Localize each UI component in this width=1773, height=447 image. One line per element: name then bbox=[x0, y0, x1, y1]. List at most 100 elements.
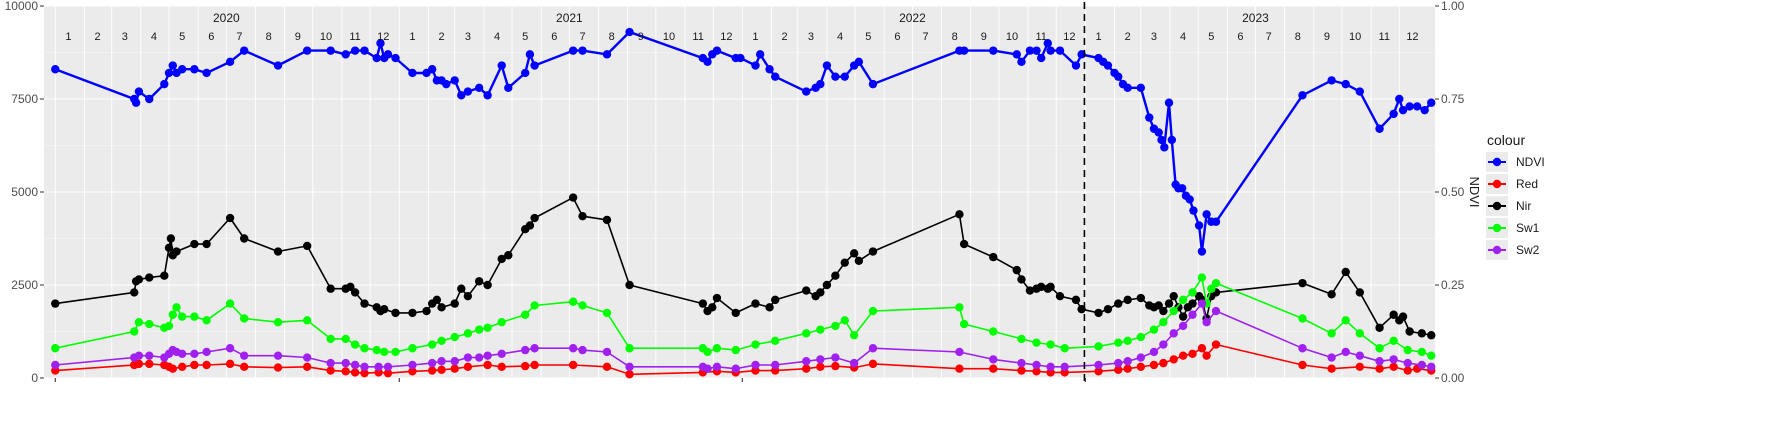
data-point-red bbox=[1355, 362, 1365, 372]
data-point-sw1 bbox=[1136, 332, 1146, 342]
data-point-red bbox=[450, 364, 459, 373]
data-point-red bbox=[831, 361, 840, 371]
month-label: 2 bbox=[1125, 31, 1131, 43]
data-point-red bbox=[145, 359, 154, 369]
data-point-ndvi bbox=[376, 39, 385, 48]
data-point-ndvi bbox=[751, 61, 760, 70]
right-axis-title: NDVI bbox=[1467, 176, 1482, 207]
data-point-sw1 bbox=[1159, 318, 1168, 327]
data-point-sw2 bbox=[751, 360, 760, 370]
year-label: 2023 bbox=[1242, 11, 1269, 25]
data-point-ndvi bbox=[225, 57, 235, 66]
month-label: 2 bbox=[439, 31, 445, 43]
data-point-ndvi bbox=[1123, 83, 1132, 93]
data-point-sw2 bbox=[1123, 357, 1132, 366]
data-point-sw2 bbox=[1178, 321, 1188, 331]
data-point-nir bbox=[422, 306, 431, 316]
data-point-sw2 bbox=[802, 357, 811, 366]
month-label: 11 bbox=[1035, 31, 1046, 43]
data-point-nir bbox=[602, 215, 612, 225]
data-point-sw1 bbox=[989, 327, 998, 336]
data-point-ndvi bbox=[1405, 102, 1414, 111]
data-point-ndvi bbox=[1327, 76, 1336, 85]
month-label: 6 bbox=[208, 31, 214, 43]
right-axis-tick-label: 0.25 bbox=[1441, 278, 1465, 292]
data-point-ndvi bbox=[625, 27, 634, 37]
data-point-sw2 bbox=[225, 344, 235, 353]
data-point-red bbox=[427, 366, 437, 375]
month-label: 9 bbox=[295, 31, 301, 43]
data-point-nir bbox=[1427, 331, 1436, 340]
data-point-sw2 bbox=[483, 351, 492, 360]
data-point-sw1 bbox=[360, 344, 369, 353]
data-point-ndvi bbox=[854, 57, 864, 66]
legend-key-point bbox=[1492, 223, 1502, 233]
data-point-ndvi bbox=[360, 46, 369, 55]
data-point-ndvi bbox=[202, 68, 211, 78]
data-point-sw1 bbox=[751, 340, 760, 349]
data-point-nir bbox=[1103, 304, 1113, 314]
data-point-nir bbox=[160, 271, 169, 280]
legend: colour NDVI Red Nir Sw1 Sw2 bbox=[1486, 132, 1545, 260]
data-point-nir bbox=[1164, 299, 1174, 308]
data-point-nir bbox=[765, 303, 774, 312]
data-point-sw1 bbox=[273, 318, 283, 327]
data-point-sw1 bbox=[1017, 334, 1026, 344]
data-point-sw1 bbox=[427, 340, 437, 349]
data-point-sw1 bbox=[1060, 344, 1069, 353]
data-point-sw1 bbox=[1188, 288, 1197, 297]
month-label: 3 bbox=[808, 31, 814, 43]
data-point-sw1 bbox=[145, 319, 154, 329]
data-point-red bbox=[530, 360, 539, 370]
data-point-sw1 bbox=[350, 340, 360, 349]
data-point-red bbox=[1298, 360, 1307, 370]
data-point-sw2 bbox=[51, 360, 60, 370]
data-point-ndvi bbox=[190, 65, 199, 74]
data-point-sw1 bbox=[341, 334, 350, 344]
data-point-ndvi bbox=[442, 79, 451, 89]
data-point-sw1 bbox=[712, 344, 722, 353]
data-point-ndvi bbox=[273, 61, 283, 70]
data-point-ndvi bbox=[816, 79, 825, 89]
legend-label-ndvi: NDVI bbox=[1516, 155, 1545, 169]
month-label: 8 bbox=[1295, 31, 1301, 43]
right-axis-tick-label: 0.00 bbox=[1441, 371, 1465, 385]
month-label: 7 bbox=[923, 31, 929, 43]
data-point-ndvi bbox=[755, 50, 765, 59]
data-point-nir bbox=[854, 256, 864, 266]
data-point-ndvi bbox=[1389, 109, 1398, 119]
data-point-ndvi bbox=[1157, 135, 1166, 145]
data-point-sw1 bbox=[578, 301, 587, 310]
data-point-red bbox=[1178, 351, 1188, 360]
data-point-ndvi bbox=[1420, 105, 1429, 115]
data-point-nir bbox=[164, 243, 174, 252]
data-point-nir bbox=[1159, 306, 1168, 316]
data-point-ndvi bbox=[1398, 105, 1408, 115]
month-label: 10 bbox=[663, 31, 675, 43]
data-point-nir bbox=[822, 280, 832, 290]
month-label: 4 bbox=[151, 31, 157, 43]
data-point-nir bbox=[568, 193, 578, 202]
data-point-red bbox=[1017, 366, 1026, 375]
data-point-sw2 bbox=[578, 345, 587, 355]
data-point-sw1 bbox=[771, 336, 780, 345]
data-point-sw1 bbox=[225, 299, 235, 308]
data-point-ndvi bbox=[483, 91, 492, 100]
data-point-ndvi bbox=[474, 83, 484, 93]
data-point-nir bbox=[1169, 291, 1178, 301]
data-point-sw2 bbox=[1375, 357, 1384, 366]
data-point-sw2 bbox=[1149, 347, 1159, 357]
month-label: 12 bbox=[377, 31, 389, 43]
data-point-nir bbox=[708, 303, 717, 312]
data-point-nir bbox=[989, 252, 998, 262]
data-point-sw1 bbox=[177, 312, 187, 321]
data-point-ndvi bbox=[134, 87, 144, 96]
year-label: 2020 bbox=[213, 11, 240, 25]
month-label: 5 bbox=[522, 31, 528, 43]
data-point-nir bbox=[1123, 295, 1132, 305]
data-point-red bbox=[602, 362, 612, 372]
data-point-ndvi bbox=[530, 61, 539, 70]
data-point-ndvi bbox=[822, 61, 832, 70]
data-point-sw2 bbox=[831, 353, 840, 362]
month-label: 1 bbox=[1095, 31, 1101, 43]
